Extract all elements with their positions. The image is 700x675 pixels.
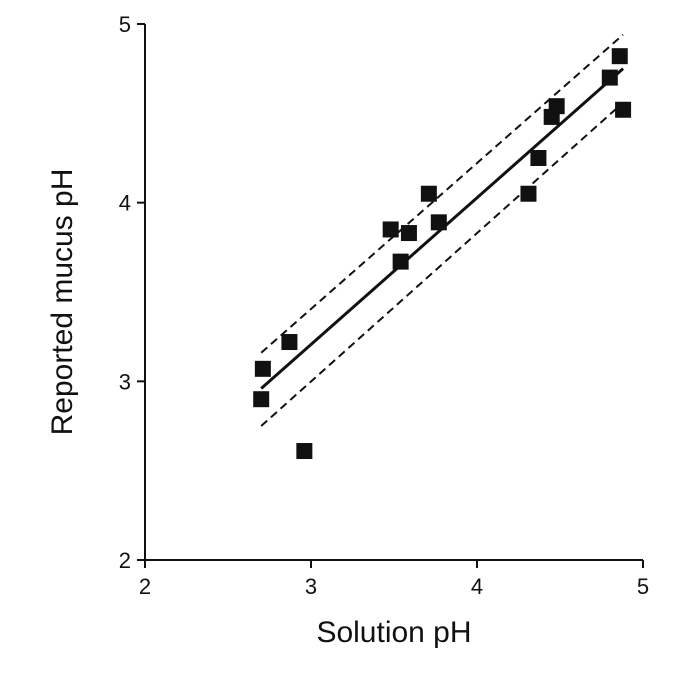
- data-point: [254, 360, 271, 377]
- x-axis-title: Solution pH: [316, 616, 471, 649]
- y-tick-label: 4: [119, 191, 131, 216]
- data-point: [530, 150, 547, 166]
- data-point: [253, 391, 270, 408]
- data-point: [281, 334, 298, 351]
- x-tick-label: 5: [637, 574, 649, 599]
- y-axis-title: Reported mucus pH: [46, 169, 79, 436]
- data-point: [420, 185, 437, 202]
- x-ticks: 2 3 4 5: [139, 560, 649, 599]
- y-tick-label: 3: [119, 369, 131, 394]
- data-point: [615, 101, 632, 118]
- data-point: [400, 225, 417, 242]
- y-tick-label: 5: [119, 12, 131, 37]
- data-point: [430, 214, 447, 231]
- regression-lines: [260, 33, 625, 427]
- lower-confidence-line: [260, 101, 624, 427]
- y-axis: 2 3 4 5: [119, 12, 146, 573]
- data-points: [253, 48, 632, 460]
- data-point: [548, 98, 565, 115]
- data-point: [392, 253, 409, 270]
- x-tick-label: 4: [471, 574, 483, 599]
- upper-confidence-line: [260, 33, 624, 354]
- x-tick-label: 2: [139, 574, 151, 599]
- x-axis: 2 3 4 5: [139, 559, 649, 599]
- x-tick-label: 3: [305, 574, 317, 599]
- data-point: [520, 185, 537, 202]
- y-ticks: 2 3 4 5: [119, 12, 145, 573]
- data-point: [382, 221, 399, 238]
- y-tick-label: 2: [119, 548, 131, 573]
- data-point: [601, 69, 618, 86]
- data-point: [611, 48, 628, 65]
- data-point: [296, 443, 313, 460]
